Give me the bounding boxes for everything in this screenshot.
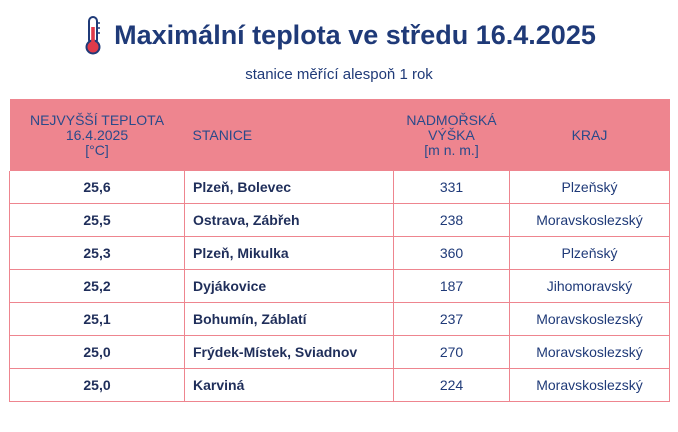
cell-station: Dyjákovice: [184, 269, 394, 303]
cell-region: Jihomoravský: [509, 269, 670, 303]
cell-temperature: 25,5: [9, 203, 185, 237]
header: Maximální teplota ve středu 16.4.2025: [0, 10, 678, 60]
cell-temperature: 25,1: [9, 302, 185, 336]
cell-temperature: 25,3: [9, 236, 185, 270]
header-altitude-line1: NADMOŘSKÁ: [406, 111, 497, 128]
cell-temperature: 25,0: [9, 335, 185, 369]
cell-altitude: 187: [393, 269, 510, 303]
table-row: 25,0 Karviná 224 Moravskoslezský: [9, 368, 670, 402]
cell-temperature: 25,0: [9, 368, 185, 402]
header-temperature: NEJVYŠŠÍ TEPLOTA 16.4.2025 [°C]: [9, 99, 185, 171]
header-temperature-line2: 16.4.2025: [65, 126, 129, 143]
table-row: 25,5 Ostrava, Zábřeh 238 Moravskoslezský: [9, 203, 670, 237]
header-altitude: NADMOŘSKÁ VÝŠKA [m n. m.]: [393, 99, 510, 171]
cell-altitude: 238: [393, 203, 510, 237]
temperature-table: NEJVYŠŠÍ TEPLOTA 16.4.2025 [°C] STANICE …: [9, 99, 670, 402]
page-subtitle: stanice měřící alespoň 1 rok: [245, 66, 433, 83]
header-temperature-line3: [°C]: [85, 141, 109, 158]
cell-region: Plzeňský: [509, 236, 670, 270]
cell-region: Plzeňský: [509, 171, 670, 204]
cell-altitude: 224: [393, 368, 510, 402]
cell-altitude: 237: [393, 302, 510, 336]
cell-altitude: 270: [393, 335, 510, 369]
header-temperature-line1: NEJVYŠŠÍ TEPLOTA: [29, 111, 165, 128]
cell-altitude: 331: [393, 171, 510, 204]
table-row: 25,2 Dyjákovice 187 Jihomoravský: [9, 269, 670, 303]
table-row: 25,6 Plzeň, Bolevec 331 Plzeňský: [9, 171, 670, 204]
header-altitude-line2: VÝŠKA: [428, 126, 475, 143]
thermometer-icon: [85, 16, 101, 55]
header-station: STANICE: [184, 99, 394, 171]
table-body: 25,6 Plzeň, Bolevec 331 Plzeňský 25,5 Os…: [9, 171, 670, 402]
page-title: Maximální teplota ve středu 16.4.2025: [114, 19, 596, 50]
table-row: 25,0 Frýdek-Místek, Sviadnov 270 Moravsk…: [9, 335, 670, 369]
cell-altitude: 360: [393, 236, 510, 270]
cell-region: Moravskoslezský: [509, 302, 670, 336]
cell-station: Karviná: [184, 368, 394, 402]
cell-temperature: 25,2: [9, 269, 185, 303]
cell-station: Plzeň, Bolevec: [184, 171, 394, 204]
header-altitude-line3: [m n. m.]: [424, 141, 479, 158]
table-header: NEJVYŠŠÍ TEPLOTA 16.4.2025 [°C] STANICE …: [9, 99, 670, 171]
cell-station: Frýdek-Místek, Sviadnov: [184, 335, 394, 369]
cell-region: Moravskoslezský: [509, 203, 670, 237]
header-region: KRAJ: [509, 99, 670, 171]
cell-region: Moravskoslezský: [509, 368, 670, 402]
cell-station: Ostrava, Zábřeh: [184, 203, 394, 237]
cell-station: Bohumín, Záblatí: [184, 302, 394, 336]
cell-station: Plzeň, Mikulka: [184, 236, 394, 270]
cell-temperature: 25,6: [9, 171, 185, 204]
cell-region: Moravskoslezský: [509, 335, 670, 369]
table-row: 25,1 Bohumín, Záblatí 237 Moravskoslezsk…: [9, 302, 670, 336]
table-row: 25,3 Plzeň, Mikulka 360 Plzeňský: [9, 236, 670, 270]
